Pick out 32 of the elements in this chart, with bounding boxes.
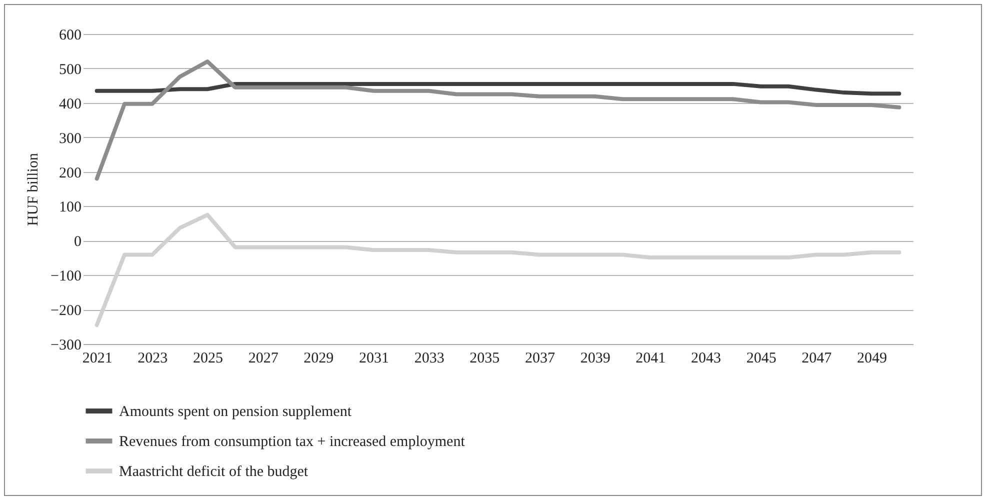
y-tick-label: 200 — [59, 165, 82, 182]
y-tick-label: −100 — [50, 268, 82, 285]
x-tick-label: 2033 — [414, 350, 444, 366]
y-tick-label: 400 — [59, 96, 82, 112]
x-tick-label: 2039 — [580, 350, 610, 366]
x-tick-label: 2045 — [746, 350, 776, 366]
x-tick-label: 2023 — [138, 350, 168, 366]
x-tick-label: 2043 — [691, 350, 721, 366]
y-tick-label: 300 — [59, 130, 82, 147]
y-tick-label: −200 — [50, 303, 82, 320]
legend-label: Maastricht deficit of the budget — [119, 464, 309, 480]
legend-label: Revenues from consumption tax + increased employment — [119, 434, 466, 450]
y-tick-label: 0 — [74, 234, 82, 250]
line-series — [94, 82, 902, 96]
x-tick-label: 2041 — [636, 350, 666, 366]
x-tick-label: 2027 — [248, 350, 279, 366]
x-tick-label: 2029 — [304, 350, 334, 366]
x-tick-label: 2025 — [193, 350, 223, 366]
line-series — [94, 60, 902, 181]
legend-label: Amounts spent on pension supplement — [119, 404, 352, 420]
line-series — [94, 212, 902, 328]
x-tick-label: 2049 — [857, 350, 887, 366]
y-axis-title: HUF billion — [26, 152, 42, 226]
x-tick-label: 2047 — [802, 350, 832, 366]
x-tick-label: 2037 — [525, 350, 556, 366]
x-tick-label: 2021 — [82, 350, 112, 366]
y-tick-label: −300 — [50, 338, 82, 354]
x-tick-label: 2031 — [359, 350, 389, 366]
y-tick-label: 100 — [59, 200, 82, 216]
y-tick-label: 500 — [59, 62, 82, 78]
y-tick-label: 600 — [59, 28, 82, 44]
x-tick-label: 2035 — [470, 350, 500, 366]
